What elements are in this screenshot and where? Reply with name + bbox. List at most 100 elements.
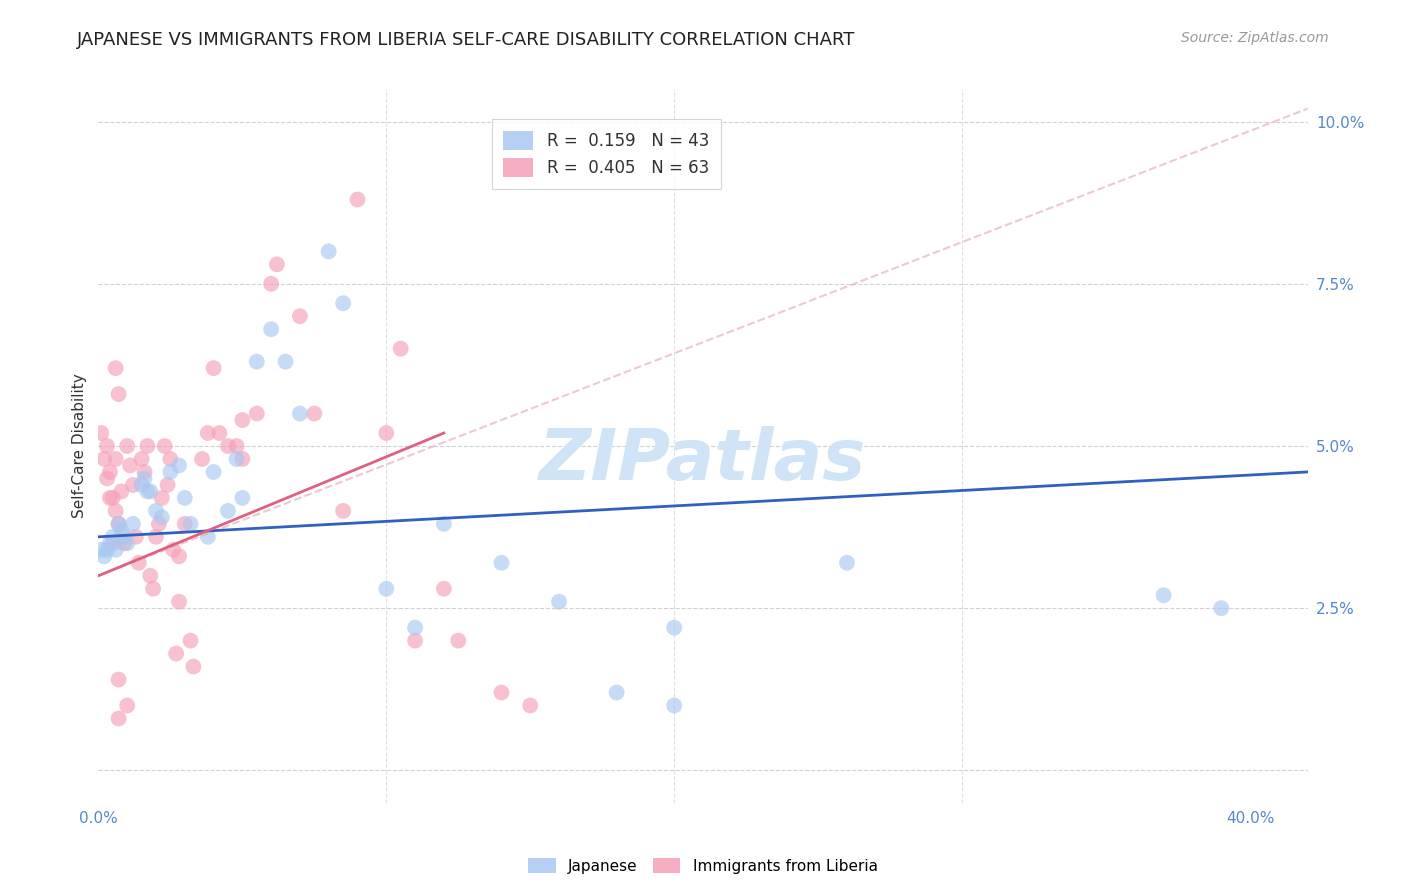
Point — [150, 510, 173, 524]
Point — [389, 342, 412, 356]
Point — [491, 556, 513, 570]
Point — [145, 504, 167, 518]
Point — [197, 425, 219, 440]
Point — [332, 296, 354, 310]
Point — [96, 471, 118, 485]
Point — [122, 516, 145, 531]
Point — [404, 621, 426, 635]
Point — [231, 413, 253, 427]
Point — [136, 484, 159, 499]
Legend: R =  0.159   N = 43, R =  0.405   N = 63: R = 0.159 N = 43, R = 0.405 N = 63 — [492, 119, 721, 189]
Point — [128, 556, 150, 570]
Point — [139, 484, 162, 499]
Point — [159, 465, 181, 479]
Point — [115, 536, 138, 550]
Point — [125, 530, 148, 544]
Point — [122, 478, 145, 492]
Point — [225, 452, 247, 467]
Point — [835, 556, 858, 570]
Point — [90, 542, 112, 557]
Point — [304, 407, 326, 421]
Point — [165, 647, 187, 661]
Point — [180, 633, 202, 648]
Point — [136, 439, 159, 453]
Point — [101, 530, 124, 544]
Point — [375, 425, 398, 440]
Point — [183, 659, 205, 673]
Point — [346, 193, 368, 207]
Point — [115, 698, 138, 713]
Point — [162, 542, 184, 557]
Point — [231, 452, 253, 467]
Point — [110, 484, 132, 499]
Point — [191, 452, 214, 467]
Point — [101, 491, 124, 505]
Point — [225, 439, 247, 453]
Point — [231, 491, 253, 505]
Point — [131, 452, 153, 467]
Point — [404, 633, 426, 648]
Point — [288, 310, 311, 324]
Point — [606, 685, 628, 699]
Y-axis label: Self-Care Disability: Self-Care Disability — [72, 374, 87, 518]
Point — [156, 478, 179, 492]
Point — [96, 439, 118, 453]
Point — [90, 425, 112, 440]
Point — [101, 536, 124, 550]
Point — [107, 711, 129, 725]
Point — [107, 673, 129, 687]
Point — [110, 524, 132, 538]
Point — [202, 465, 225, 479]
Point — [1211, 601, 1233, 615]
Point — [447, 633, 470, 648]
Point — [153, 439, 176, 453]
Point — [112, 530, 135, 544]
Point — [159, 452, 181, 467]
Point — [197, 530, 219, 544]
Point — [96, 542, 118, 557]
Point — [167, 549, 190, 564]
Legend: Japanese, Immigrants from Liberia: Japanese, Immigrants from Liberia — [522, 852, 884, 880]
Text: ZIPatlas: ZIPatlas — [540, 425, 866, 495]
Point — [548, 595, 571, 609]
Point — [664, 621, 686, 635]
Point — [93, 549, 115, 564]
Point — [375, 582, 398, 596]
Point — [93, 452, 115, 467]
Point — [180, 516, 202, 531]
Point — [217, 439, 239, 453]
Point — [98, 536, 121, 550]
Point — [246, 407, 269, 421]
Point — [167, 595, 190, 609]
Point — [433, 582, 456, 596]
Point — [131, 478, 153, 492]
Point — [1153, 588, 1175, 602]
Point — [173, 516, 195, 531]
Point — [115, 439, 138, 453]
Point — [134, 465, 156, 479]
Point — [664, 698, 686, 713]
Point — [433, 516, 456, 531]
Point — [274, 354, 297, 368]
Point — [260, 277, 283, 291]
Point — [150, 491, 173, 505]
Point — [167, 458, 190, 473]
Point — [98, 491, 121, 505]
Point — [134, 471, 156, 485]
Point — [148, 516, 170, 531]
Point — [145, 530, 167, 544]
Point — [173, 491, 195, 505]
Point — [104, 361, 127, 376]
Point — [288, 407, 311, 421]
Point — [107, 516, 129, 531]
Text: JAPANESE VS IMMIGRANTS FROM LIBERIA SELF-CARE DISABILITY CORRELATION CHART: JAPANESE VS IMMIGRANTS FROM LIBERIA SELF… — [77, 31, 856, 49]
Point — [107, 387, 129, 401]
Point — [208, 425, 231, 440]
Point — [104, 504, 127, 518]
Point — [142, 582, 165, 596]
Point — [246, 354, 269, 368]
Point — [318, 244, 340, 259]
Point — [260, 322, 283, 336]
Text: Source: ZipAtlas.com: Source: ZipAtlas.com — [1181, 31, 1329, 45]
Point — [139, 568, 162, 582]
